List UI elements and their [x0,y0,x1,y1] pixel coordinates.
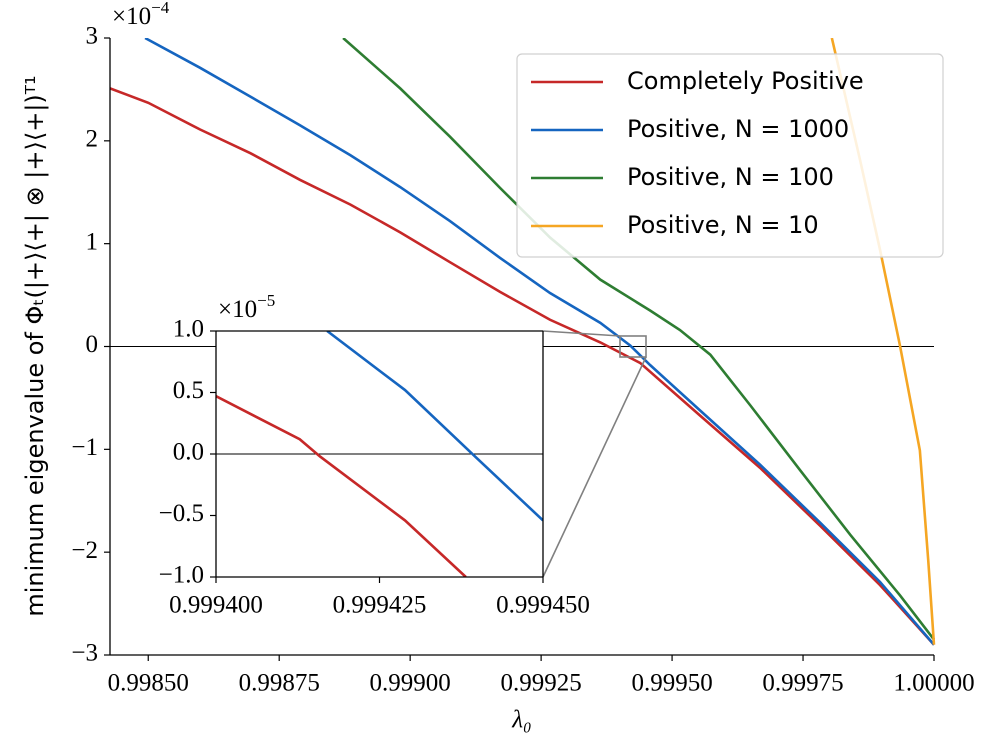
x-tick-label: 0.99975 [762,670,843,697]
offset-exponent: −5 [257,291,275,310]
legend-label: Completely Positive [627,67,864,95]
series-line [110,87,935,646]
x-tick-label: 0.999400 [169,592,263,619]
y-tick-label: −0.5 [159,500,204,527]
series-line [144,38,935,646]
x-tick-label: 0.99925 [500,670,581,697]
legend-label: Positive, N = 10 [627,211,819,239]
offset-exponent: −4 [151,0,170,17]
connector [542,356,647,578]
series-line [342,38,936,641]
y-tick-label: 2 [86,126,99,153]
y-tick-label: 3 [86,23,99,50]
x-tick-label: 0.99850 [108,670,189,697]
offset-base: ×10 [218,296,257,323]
y-tick-label: −2 [71,537,98,564]
y-tick-label: 0 [86,331,99,358]
connector [542,330,621,337]
series-line [326,331,543,522]
legend-label: Positive, N = 1000 [627,115,849,143]
y-tick-label: −1.0 [159,562,204,589]
x-tick-label: 0.999450 [496,592,590,619]
y-tick-label: 1 [86,228,99,255]
y-tick-label: −1 [71,434,98,461]
plot-lines [110,38,936,646]
zoom-box [619,335,647,358]
x-axis-label: λ₀ [511,707,532,734]
y-tick-label: −3 [71,640,98,667]
y-tick-label: 0.0 [173,439,204,466]
offset-base: ×10 [112,3,151,30]
y-tick-label: 0.5 [173,377,204,404]
x-tick-label: 0.99900 [370,670,451,697]
legend-box [516,53,944,258]
x-tick-label: 0.99950 [631,670,712,697]
x-tick-label: 1.00000 [893,670,974,697]
legend-label: Positive, N = 100 [627,163,834,191]
offset-text: ×10−4 [112,0,170,30]
x-tick-label: 0.99875 [239,670,320,697]
offset-text: ×10−5 [218,291,275,323]
y-axis-label: minimum eigenvalue of Φₜ(|+⟩⟨+| ⊗ |+⟩⟨+|… [21,75,49,616]
plot-lines [216,331,543,577]
y-tick-label: 1.0 [173,316,204,343]
x-tick-label: 0.999425 [333,592,427,619]
series-line [216,395,467,577]
